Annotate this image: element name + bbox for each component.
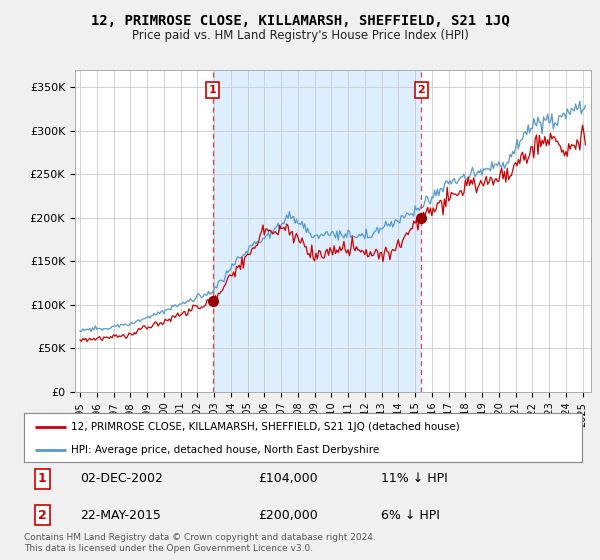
Text: 22-MAY-2015: 22-MAY-2015	[80, 508, 161, 521]
Text: 1: 1	[38, 473, 47, 486]
Text: 2: 2	[38, 508, 47, 521]
Bar	[213, 70, 421, 392]
Text: Price paid vs. HM Land Registry's House Price Index (HPI): Price paid vs. HM Land Registry's House …	[131, 29, 469, 42]
Text: 02-DEC-2002: 02-DEC-2002	[80, 473, 163, 486]
Text: 2: 2	[418, 85, 425, 95]
Text: 6% ↓ HPI: 6% ↓ HPI	[381, 508, 440, 521]
Text: £104,000: £104,000	[259, 473, 318, 486]
Text: 1: 1	[209, 85, 217, 95]
Text: Contains HM Land Registry data © Crown copyright and database right 2024.
This d: Contains HM Land Registry data © Crown c…	[24, 533, 376, 553]
Text: HPI: Average price, detached house, North East Derbyshire: HPI: Average price, detached house, Nort…	[71, 445, 380, 455]
Text: 12, PRIMROSE CLOSE, KILLAMARSH, SHEFFIELD, S21 1JQ: 12, PRIMROSE CLOSE, KILLAMARSH, SHEFFIEL…	[91, 14, 509, 28]
Text: 11% ↓ HPI: 11% ↓ HPI	[381, 473, 448, 486]
Text: £200,000: £200,000	[259, 508, 318, 521]
Text: 12, PRIMROSE CLOSE, KILLAMARSH, SHEFFIELD, S21 1JQ (detached house): 12, PRIMROSE CLOSE, KILLAMARSH, SHEFFIEL…	[71, 422, 460, 432]
